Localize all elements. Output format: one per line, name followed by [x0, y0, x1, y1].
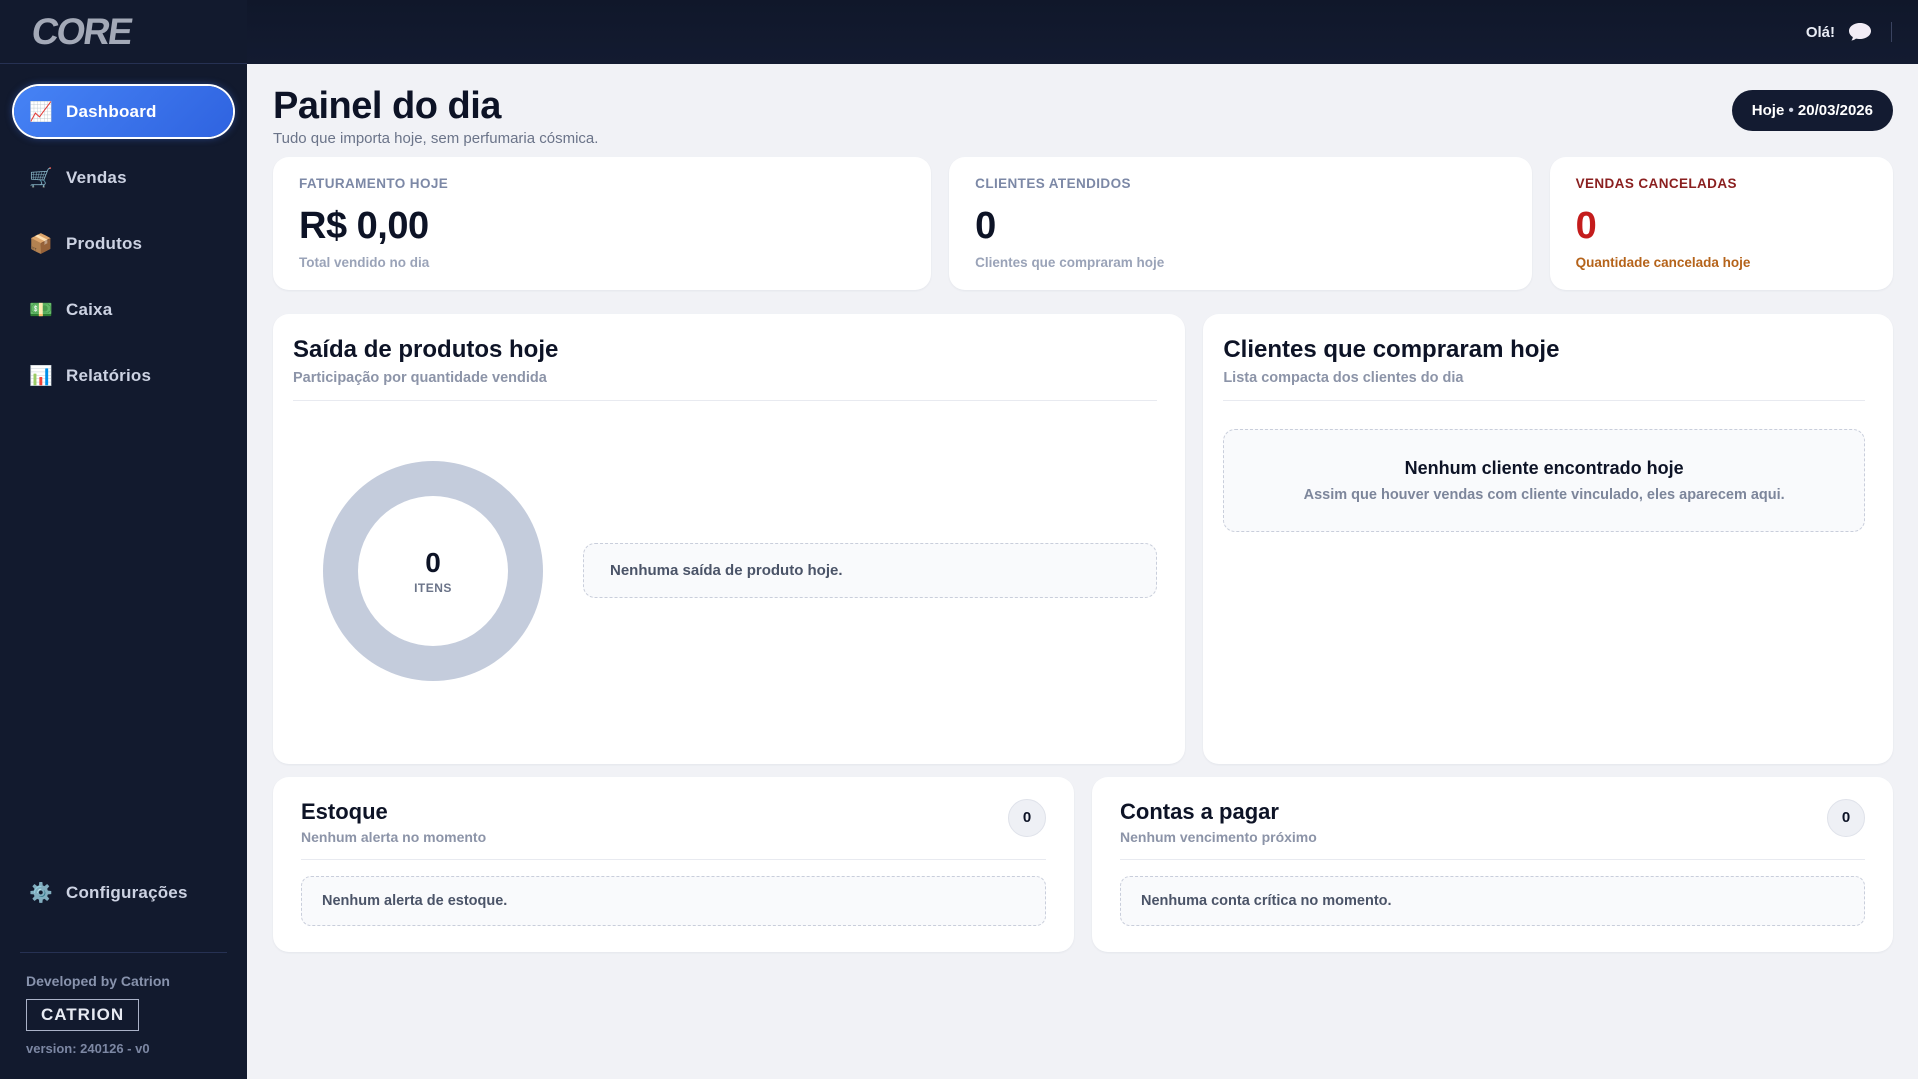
svg-text:CORE: CORE	[29, 11, 135, 52]
